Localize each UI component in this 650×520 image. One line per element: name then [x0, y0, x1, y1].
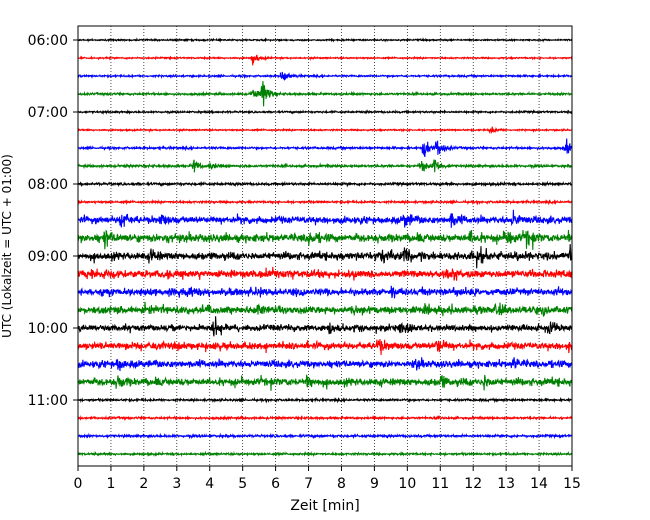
seismogram-trace — [77, 357, 573, 372]
y-axis-label: UTC (Lokalzeit = UTC + 01:00) — [0, 154, 14, 338]
seismogram-trace — [77, 126, 573, 135]
seismogram-trace — [77, 432, 573, 440]
seismogram-trace — [77, 138, 573, 157]
seismogram-trace — [77, 396, 573, 404]
seismogram-trace — [77, 244, 573, 269]
x-tick-label: 13 — [497, 476, 515, 492]
seismogram-trace — [77, 229, 573, 250]
seismogram-trace — [77, 374, 573, 391]
seismogram-trace — [77, 109, 573, 116]
seismogram-trace — [77, 159, 573, 173]
trace-layer — [77, 37, 573, 458]
seismogram-trace — [77, 37, 573, 43]
seismogram-trace — [77, 301, 573, 317]
x-tick-label: 7 — [304, 476, 313, 492]
x-tick-label: 3 — [172, 476, 181, 492]
x-tick-label: 5 — [238, 476, 247, 492]
seismogram-trace — [77, 54, 573, 66]
seismogram-trace — [77, 450, 573, 458]
x-tick-label: 4 — [205, 476, 214, 492]
y-tick-label: 07:00 — [28, 105, 68, 121]
x-tick-label: 0 — [74, 476, 83, 492]
y-tick-label: 10:00 — [28, 321, 68, 337]
plot-frame — [77, 25, 573, 467]
seismogram-trace — [77, 338, 573, 356]
seismogram-trace — [77, 266, 573, 281]
x-tick-label: 9 — [370, 476, 379, 492]
x-axis: 0 1 2 3 4 5 6 7 8 9 10 11 12 13 14 15 — [74, 466, 581, 492]
seismogram-trace — [77, 198, 573, 206]
y-tick-label: 09:00 — [28, 249, 68, 265]
seismogram-trace — [77, 81, 573, 107]
x-tick-label: 10 — [398, 476, 416, 492]
x-tick-label: 14 — [530, 476, 548, 492]
seismogram-trace — [77, 414, 573, 421]
x-axis-label: Zeit [min] — [290, 498, 359, 514]
x-tick-label: 15 — [563, 476, 581, 492]
seismogram-trace — [77, 209, 573, 228]
x-tick-label: 12 — [464, 476, 482, 492]
seismogram-trace — [77, 71, 573, 81]
seismogram-trace — [77, 180, 573, 188]
x-tick-label: 1 — [106, 476, 115, 492]
seismogram-trace — [77, 316, 573, 337]
x-tick-label: 2 — [139, 476, 148, 492]
x-tick-label: 11 — [431, 476, 449, 492]
grid-layer — [110, 26, 540, 466]
x-tick-label: 6 — [271, 476, 280, 492]
y-tick-label: 11:00 — [28, 393, 68, 409]
y-tick-label: 06:00 — [28, 33, 68, 49]
x-tick-label: 8 — [337, 476, 346, 492]
seismogram-trace — [77, 285, 573, 299]
y-axis: 06:00 07:00 08:00 09:00 10:00 11:00 — [28, 33, 78, 409]
y-tick-label: 08:00 — [28, 177, 68, 193]
